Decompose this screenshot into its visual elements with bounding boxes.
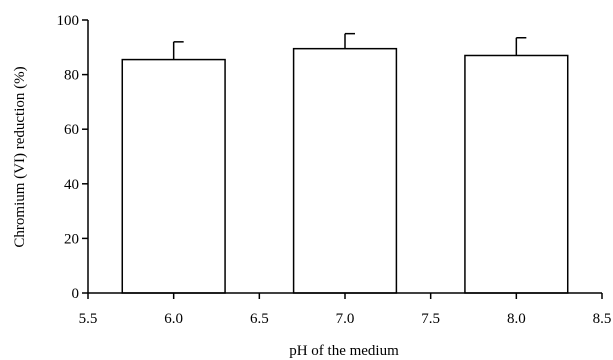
axes: 5.5 6.0 6.5 7.0 7.5 8.0 8.5 0 20 40 60 80 100 — [57, 13, 612, 327]
y-tick-label-2: 40 — [64, 177, 79, 193]
x-tick-label-0: 5.5 — [79, 311, 98, 327]
x-axis-label: pH of the medium — [289, 343, 399, 359]
bar-ph-8 — [464, 54, 569, 294]
x-tick-label-4: 7.5 — [421, 311, 440, 327]
y-tick-label-4: 80 — [64, 68, 79, 84]
y-tick-label-0: 0 — [72, 286, 80, 302]
x-tick-label-6: 8.5 — [593, 311, 612, 327]
bar-ph-7 — [292, 47, 398, 294]
y-tick-label-1: 20 — [64, 231, 79, 247]
plot-area — [121, 32, 569, 294]
bar-ph-6 — [121, 58, 226, 294]
x-tick-label-1: 6.0 — [164, 311, 183, 327]
x-tick-label-3: 7.0 — [336, 311, 355, 327]
y-tick-label-5: 100 — [57, 13, 80, 29]
x-tick-label-5: 8.0 — [507, 311, 526, 327]
x-tick-label-2: 6.5 — [250, 311, 269, 327]
y-axis-label: Chromium (VI) reduction (%) — [12, 66, 28, 247]
y-tick-label-3: 60 — [64, 122, 79, 138]
